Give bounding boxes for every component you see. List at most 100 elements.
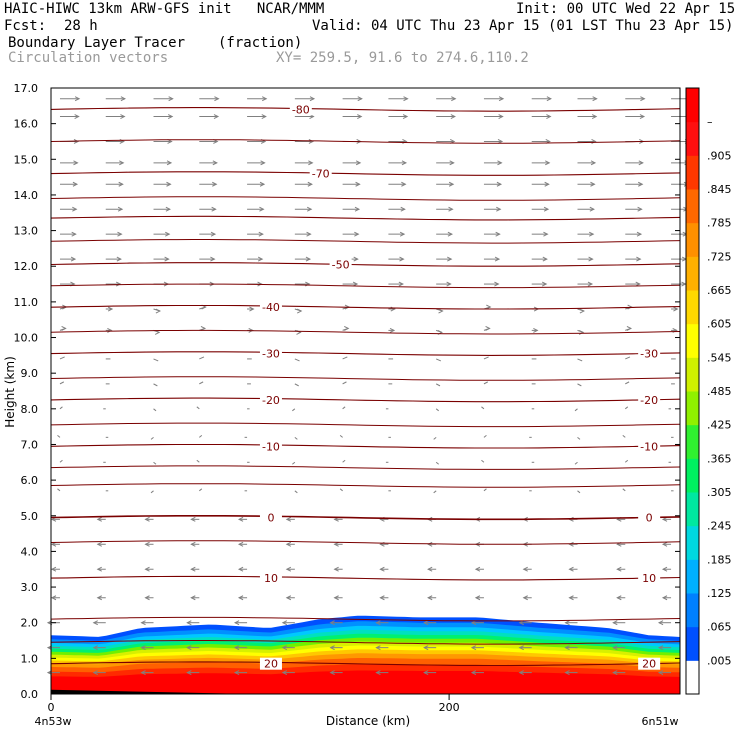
vector-arrowhead: [260, 160, 266, 166]
vector-arrowhead: [107, 306, 114, 312]
colorbar-swatch: [686, 189, 699, 224]
colorbar-label: .005: [707, 654, 732, 667]
vector-arrowhead: [661, 566, 668, 572]
contour-label-bg: [259, 347, 282, 360]
colorbar-swatch: [686, 155, 699, 190]
vector-arrowhead: [285, 595, 292, 601]
colorbar-label: –: [707, 116, 713, 129]
vector-arrowhead: [564, 620, 570, 626]
y-tick-label: 3.0: [21, 581, 39, 594]
vector-arrowhead: [308, 160, 314, 166]
vector-arrowhead: [165, 206, 171, 212]
vector-arrowhead: [281, 670, 288, 676]
vector-arrowhead: [496, 206, 502, 212]
vector-arrow: [574, 408, 578, 412]
vector-arrowhead: [541, 281, 548, 287]
circulation-vectors: [46, 96, 692, 676]
vector-arrowhead: [118, 181, 124, 187]
forecast-title: HAIC-HIWC 13km ARW-GFS init NCAR/MMM: [4, 1, 325, 17]
vector-arrowhead: [447, 256, 453, 262]
field-units: (fraction): [218, 35, 303, 51]
y-axis-label: Height (km): [3, 356, 17, 427]
vector-arrow: [339, 434, 343, 438]
isotherm-line: [50, 483, 681, 488]
vector-arrowhead: [495, 231, 501, 237]
vector-arrowhead: [616, 566, 622, 572]
vector-arrowhead: [166, 181, 172, 187]
vector-arrowhead: [119, 160, 125, 166]
vector-arrowhead: [638, 160, 644, 166]
x-endpoint-label-end: 6n51w: [642, 715, 679, 728]
contour-label: 20: [642, 658, 656, 671]
isotherm-line: [50, 171, 681, 176]
vector-arrow: [435, 461, 439, 465]
colorbar-swatch: [686, 559, 699, 594]
vector-arrowhead: [355, 160, 362, 166]
vector-arrowhead: [72, 206, 78, 212]
isotherm-line: [50, 443, 681, 449]
tracer-band-12: [51, 670, 680, 694]
vector-arrow: [483, 434, 487, 438]
vector-arrowhead: [612, 620, 618, 626]
vector-arrowhead: [144, 541, 150, 547]
vector-arrow: [294, 490, 298, 494]
axes: 0.0 1.0 2.0 3.0 4.0 5.0 6.0 7.0 8.0 9.0 10.0 11.0 12…: [14, 82, 680, 728]
field-name: Boundary Layer Tracer: [8, 35, 186, 51]
contour-label: -30: [640, 348, 658, 361]
vector-arrowhead: [568, 566, 574, 572]
isotherm-line: [50, 239, 681, 244]
vector-arrowhead: [210, 256, 216, 262]
contour-label-bg: [638, 393, 661, 406]
vector-arrowhead: [306, 231, 312, 237]
vector-arrow: [198, 488, 203, 492]
cross-section-xy: XY= 259.5, 91.6 to 274.6,110.2: [276, 50, 529, 66]
vector-arrowhead: [186, 620, 192, 626]
vector-arrowhead: [438, 308, 444, 314]
vector-label: Circulation vectors: [8, 50, 169, 66]
temperature-contours: -80 -70 -50 -40 -30 -30 -20 -20 -10 -10 0 0 10 10 20 20: [50, 103, 681, 671]
y-tick-label: 17.0: [14, 82, 39, 95]
isotherm-line: [50, 329, 681, 335]
isotherm-line: [50, 422, 681, 428]
vector-arrowhead: [50, 541, 57, 547]
vector-arrowhead: [533, 327, 539, 333]
vector-arrowhead: [657, 670, 664, 676]
colorbar-label: .905: [707, 149, 732, 162]
vector-arrowhead: [423, 645, 429, 651]
vector-arrowhead: [639, 114, 646, 119]
vector-arrow: [625, 381, 630, 385]
isotherm-line: [50, 640, 681, 645]
contour-label: 10: [642, 572, 656, 585]
vector-arrow: [150, 436, 154, 440]
vector-arrow: [57, 434, 61, 438]
vector-arrowhead: [249, 306, 255, 312]
vector-arrow: [435, 358, 442, 362]
colorbar-swatch: [686, 660, 699, 695]
y-tick-label: 10.0: [14, 332, 39, 345]
y-tick-label: 13.0: [14, 225, 39, 238]
vector-arrowhead: [96, 566, 102, 572]
vector-arrowhead: [423, 670, 429, 676]
vector-arrowhead: [494, 256, 501, 262]
contour-label-bg: [638, 511, 661, 524]
vector-arrowhead: [544, 181, 550, 187]
vector-arrowhead: [379, 595, 385, 601]
vector-arrowhead: [612, 670, 618, 676]
vector-arrowhead: [200, 325, 207, 331]
colorbar-frame: [685, 87, 700, 695]
vector-arrowhead: [590, 160, 597, 166]
contour-label: -40: [262, 301, 280, 314]
vector-arrowhead: [309, 96, 316, 102]
vector-arrowhead: [166, 160, 173, 166]
vector-arrowhead: [543, 231, 549, 237]
vector-arrow: [294, 358, 300, 362]
contour-label: 10: [264, 572, 278, 585]
vector-arrow: [150, 490, 154, 494]
vector-arrowhead: [518, 645, 524, 651]
vector-arrowhead: [591, 114, 598, 119]
vector-arrowhead: [635, 281, 641, 287]
vector-arrowhead: [107, 327, 113, 333]
contour-label: 20: [264, 658, 278, 671]
vector-arrowhead: [494, 281, 500, 287]
